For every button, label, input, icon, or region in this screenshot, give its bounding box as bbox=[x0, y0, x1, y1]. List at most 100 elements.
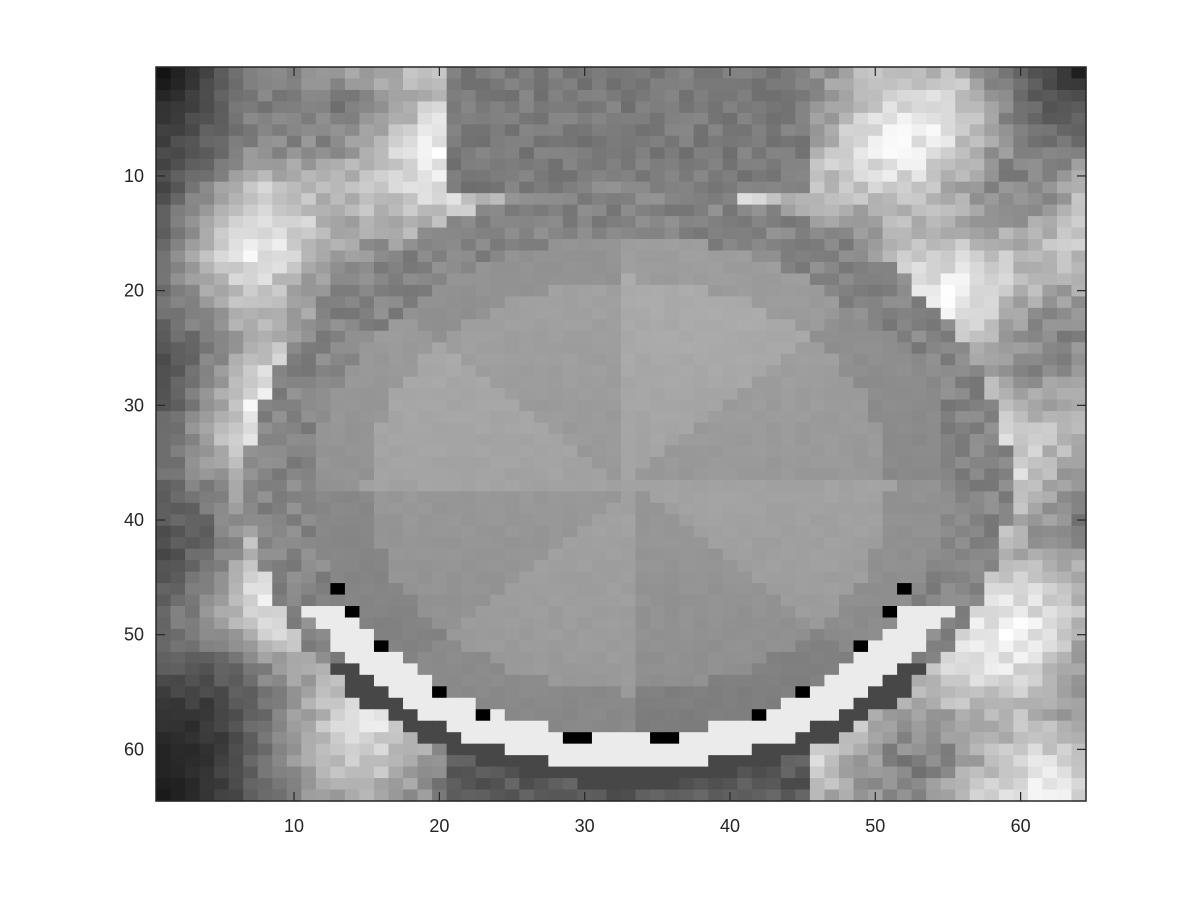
image-cell bbox=[693, 606, 709, 619]
image-cell bbox=[228, 663, 244, 676]
image-cell bbox=[446, 181, 462, 194]
image-cell bbox=[969, 674, 985, 687]
image-cell bbox=[185, 525, 201, 538]
image-cell bbox=[156, 491, 172, 504]
image-cell bbox=[897, 89, 913, 103]
image-cell bbox=[650, 571, 666, 584]
image-cell bbox=[766, 307, 782, 320]
image-cell bbox=[156, 101, 172, 114]
image-cell bbox=[809, 261, 826, 275]
image-cell bbox=[838, 789, 855, 802]
image-cell bbox=[766, 399, 782, 412]
image-cell bbox=[185, 709, 201, 722]
image-cell bbox=[1013, 651, 1029, 664]
image-cell bbox=[868, 284, 884, 297]
image-cell bbox=[156, 548, 172, 561]
image-cell bbox=[446, 789, 462, 802]
image-cell bbox=[257, 709, 273, 722]
image-cell bbox=[562, 434, 579, 447]
image-cell bbox=[446, 640, 462, 653]
image-cell bbox=[214, 216, 230, 229]
image-cell bbox=[984, 112, 1000, 125]
image-cell bbox=[475, 101, 491, 114]
image-cell bbox=[228, 617, 244, 630]
image-cell bbox=[591, 755, 608, 768]
image-cell bbox=[940, 732, 956, 745]
image-cell bbox=[766, 422, 782, 435]
image-cell bbox=[824, 766, 840, 779]
image-cell bbox=[185, 330, 201, 343]
image-cell bbox=[1013, 709, 1029, 722]
image-cell bbox=[868, 514, 884, 527]
image-cell bbox=[1013, 101, 1029, 114]
image-cell bbox=[591, 663, 608, 676]
image-cell bbox=[243, 628, 259, 642]
image-cell bbox=[504, 376, 520, 389]
image-cell bbox=[577, 697, 593, 710]
image-cell bbox=[708, 250, 724, 263]
image-cell bbox=[388, 560, 404, 573]
image-cell bbox=[344, 78, 361, 91]
image-cell bbox=[955, 434, 971, 447]
image-cell bbox=[577, 755, 593, 768]
image-cell bbox=[998, 78, 1014, 91]
image-cell bbox=[737, 468, 753, 481]
image-cell bbox=[606, 720, 622, 733]
image-cell bbox=[693, 583, 709, 596]
image-cell bbox=[170, 89, 186, 103]
image-cell bbox=[533, 456, 549, 470]
image-cell bbox=[940, 640, 956, 653]
image-cell bbox=[272, 709, 288, 722]
image-cell bbox=[490, 284, 506, 297]
image-cell bbox=[882, 445, 898, 458]
image-cell bbox=[562, 720, 579, 733]
image-cell bbox=[853, 216, 869, 229]
image-cell bbox=[606, 319, 622, 332]
image-cell bbox=[969, 204, 985, 217]
image-cell bbox=[185, 307, 201, 320]
image-cell bbox=[693, 456, 709, 470]
image-cell bbox=[548, 434, 564, 447]
image-cell bbox=[156, 411, 172, 424]
image-cell bbox=[737, 560, 753, 573]
image-cell bbox=[868, 479, 884, 492]
image-cell bbox=[156, 158, 172, 171]
image-cell bbox=[272, 743, 288, 756]
image-cell bbox=[156, 319, 172, 332]
image-cell bbox=[591, 525, 608, 538]
image-cell bbox=[330, 273, 346, 286]
image-cell bbox=[650, 170, 666, 183]
image-cell bbox=[766, 766, 782, 779]
image-cell bbox=[809, 112, 826, 125]
image-cell bbox=[1042, 674, 1058, 687]
image-cell bbox=[650, 468, 666, 481]
image-cell bbox=[403, 468, 419, 481]
image-cell bbox=[548, 296, 564, 309]
image-cell bbox=[926, 67, 942, 80]
image-cell bbox=[998, 617, 1014, 630]
image-cell bbox=[504, 709, 520, 722]
image-cell bbox=[330, 342, 346, 355]
image-cell bbox=[533, 376, 549, 389]
image-cell bbox=[504, 456, 520, 470]
image-cell bbox=[548, 743, 564, 756]
image-cell bbox=[330, 411, 346, 424]
image-cell bbox=[940, 743, 956, 756]
image-cell bbox=[519, 411, 535, 424]
image-cell bbox=[214, 571, 230, 584]
image-cell bbox=[795, 514, 811, 527]
image-cell bbox=[257, 651, 273, 664]
image-cell bbox=[330, 330, 346, 343]
image-cell bbox=[199, 789, 215, 802]
image-cell bbox=[809, 789, 826, 802]
image-cell bbox=[185, 273, 201, 286]
image-cell bbox=[795, 101, 811, 114]
image-cell bbox=[824, 193, 840, 206]
image-cell bbox=[199, 525, 215, 538]
image-cell bbox=[548, 674, 564, 687]
image-cell bbox=[257, 124, 273, 137]
image-cell bbox=[853, 342, 869, 355]
image-cell bbox=[475, 755, 491, 768]
image-cell bbox=[475, 491, 491, 504]
image-cell bbox=[504, 789, 520, 802]
